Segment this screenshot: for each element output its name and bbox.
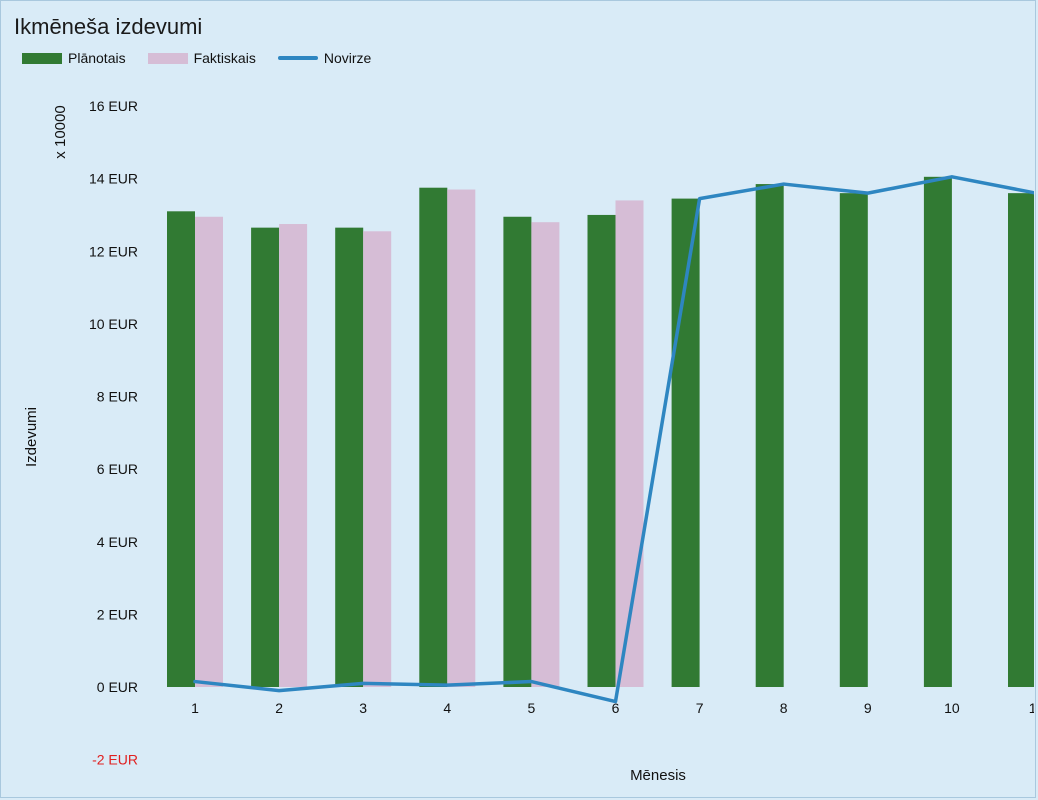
bar-planned-8 [755,184,784,687]
line-deviation [193,175,1034,704]
y-tick-label: -2 EUR [92,752,138,768]
legend: Plānotais Faktiskais Novirze [22,50,393,66]
legend-item-actual: Faktiskais [147,50,256,66]
bar-actual-6 [615,200,644,687]
y-tick-label: 12 EUR [89,243,138,259]
bar-actual-5 [531,222,560,687]
x-tick-label: 1 [191,700,199,716]
y-tick-label: 6 EUR [97,461,138,477]
y-tick-label: 16 EUR [89,98,138,114]
bar-planned-6 [587,214,616,687]
x-tick-label: 11 [1029,700,1038,716]
bar-planned-5 [503,216,532,688]
x-tick-label: 7 [696,700,704,716]
x-tick-label: 3 [359,700,367,716]
bar-planned-3 [335,227,364,687]
bar-actual-3 [363,231,392,687]
bar-actual-4 [447,189,476,688]
x-tick-label: 5 [528,700,536,716]
y-tick-label: 4 EUR [97,534,138,550]
legend-label-deviation: Novirze [323,50,372,66]
bar-planned-1 [167,211,195,687]
legend-item-deviation: Novirze [277,50,372,66]
x-tick-label: 2 [275,700,283,716]
y-tick-label: 2 EUR [97,606,138,622]
x-tick-label: 9 [864,700,872,716]
y-tick-label: 8 EUR [97,389,138,405]
x-tick-label: 10 [944,700,960,716]
bar-planned-4 [419,187,448,687]
legend-swatch-planned [22,52,62,64]
y-tick-label: 14 EUR [89,171,138,187]
legend-item-planned: Plānotais [22,50,126,66]
bar-planned-11 [1008,193,1034,687]
x-tick-label: 4 [443,700,451,716]
y-tick-label: 10 EUR [89,316,138,332]
legend-swatch-deviation [277,56,318,60]
legend-swatch-actual [147,52,188,64]
chart-title: Ikmēneša izdevumi [14,14,203,39]
legend-label-planned: Plānotais [68,50,126,66]
bar-planned-2 [251,227,280,687]
bar-planned-10 [923,176,952,687]
bar-actual-2 [279,224,308,687]
bar-actual-1 [195,216,223,688]
y-tick-label: 0 EUR [97,679,138,695]
x-tick-label: 8 [780,700,788,716]
legend-label-actual: Faktiskais [193,50,256,66]
x-tick-label: 6 [612,700,620,716]
x-axis-label: Mēnesis [630,767,686,784]
y-axis-scale-note: x 10000 [52,105,69,158]
bar-planned-9 [839,193,868,687]
y-axis-label: Izdevumi [23,407,40,467]
